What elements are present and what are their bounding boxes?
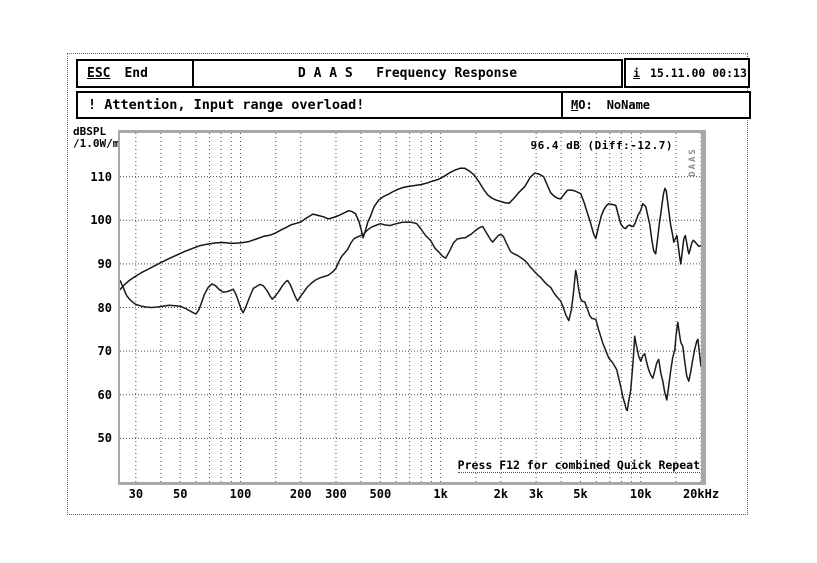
y-tick-label: 80 — [97, 300, 112, 315]
page-title: D A A S Frequency Response — [297, 66, 518, 81]
plot-canvas — [120, 133, 701, 482]
y-tick-label: 100 — [90, 213, 112, 228]
mo-value: NoName — [606, 98, 651, 112]
x-tick-label: 300 — [325, 487, 347, 501]
mo-field[interactable]: MO: NoName — [561, 91, 751, 119]
x-tick-label: 30 — [128, 487, 144, 501]
daas-watermark: DAAS — [688, 147, 699, 177]
datetime-label: 15.11.00 00:13 — [649, 66, 747, 80]
frequency-response-plot: 96.4 dB (Diff:-12.7) DAAS Press F12 for … — [118, 130, 706, 485]
y-tick-label: 70 — [97, 344, 112, 359]
x-tick-label: 200 — [289, 487, 312, 501]
title-bar: D A A S Frequency Response — [192, 59, 623, 88]
x-tick-label: 2k — [493, 487, 509, 501]
esc-key-label: ESC — [87, 66, 111, 81]
x-tick-label: 50 — [173, 487, 188, 501]
y-tick-label: 90 — [97, 256, 112, 271]
curve-response-lower — [120, 221, 701, 412]
y-axis-unit-label: dBSPL /1.0W/m — [73, 125, 120, 150]
x-tick-label: 100 — [229, 487, 252, 501]
curve-response-upper — [120, 167, 701, 291]
y-tick-label: 60 — [97, 387, 112, 402]
x-tick-label: 1k — [433, 487, 448, 501]
app-window: ESC End D A A S Frequency Response i 15.11… — [67, 53, 751, 515]
x-tick-label: 10k — [629, 487, 652, 501]
attention-banner: ! Attention, Input range overload! — [76, 91, 570, 119]
x-tick-label: 5k — [573, 487, 588, 501]
esc-action-label: End — [124, 66, 148, 81]
y-tick-label: 110 — [90, 169, 112, 184]
mo-key-rest: O: — [578, 98, 593, 112]
x-tick-label: 20kHz — [682, 487, 720, 501]
quick-repeat-hint: Press F12 for combined Quick Repeat — [457, 458, 700, 473]
spl-annotation: 96.4 dB (Diff:-12.7) — [530, 139, 673, 152]
mo-key-label: M — [571, 98, 579, 112]
y-tick-label: 50 — [97, 431, 112, 446]
x-tick-label: 500 — [369, 487, 392, 501]
info-button[interactable]: i 15.11.00 00:13 — [624, 58, 750, 88]
x-tick-label: 3k — [528, 487, 544, 501]
info-key-label: i — [633, 66, 640, 80]
esc-button[interactable]: ESC End — [76, 59, 199, 88]
attention-message: ! Attention, Input range overload! — [88, 97, 365, 113]
